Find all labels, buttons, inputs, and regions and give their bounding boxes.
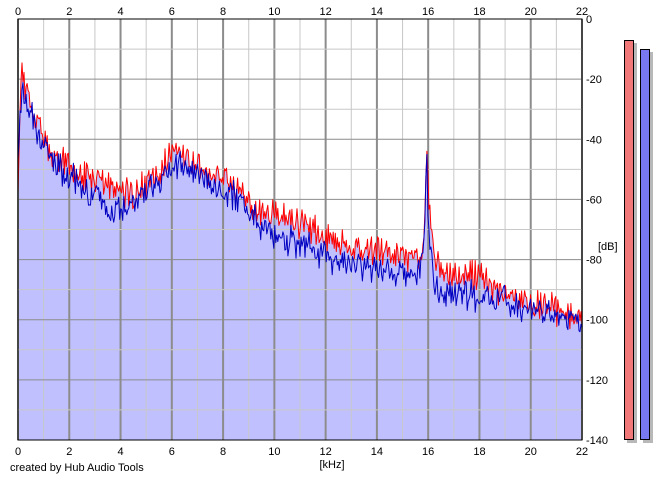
x-tick-label-top: 4	[117, 6, 123, 18]
x-tick-label-bottom: 0	[15, 446, 21, 458]
y-tick-label: -20	[586, 74, 602, 86]
x-tick-label-top: 8	[220, 6, 226, 18]
x-tick-label-bottom: 14	[371, 446, 383, 458]
y-tick-label: -60	[586, 194, 602, 206]
y-tick-label: -140	[586, 435, 608, 447]
x-tick-label-bottom: 10	[268, 446, 280, 458]
x-tick-label-top: 14	[371, 6, 383, 18]
x-tick-label-top: 0	[15, 6, 21, 18]
y-tick-label: -100	[586, 315, 608, 327]
x-tick-label-top: 20	[525, 6, 537, 18]
x-tick-label-top: 10	[268, 6, 280, 18]
x-tick-label-top: 18	[473, 6, 485, 18]
plot-border	[17, 18, 583, 441]
x-axis-label: [kHz]	[319, 459, 344, 471]
y-tick-label: -80	[586, 255, 602, 267]
y-tick-label: -40	[586, 134, 602, 146]
x-tick-label-bottom: 2	[66, 446, 72, 458]
y-tick-label: 0	[586, 14, 592, 26]
x-tick-label-bottom: 6	[169, 446, 175, 458]
x-tick-label-bottom: 22	[576, 446, 588, 458]
y-axis-label: [dB]	[598, 241, 618, 253]
x-tick-label-bottom: 4	[117, 446, 123, 458]
right-channel-trace	[17, 82, 583, 333]
right-channel-meter	[640, 49, 650, 440]
x-tick-label-top: 12	[320, 6, 332, 18]
y-tick-label: -120	[586, 375, 608, 387]
x-tick-label-bottom: 18	[473, 446, 485, 458]
x-tick-label-bottom: 12	[320, 446, 332, 458]
x-tick-label-bottom: 20	[525, 446, 537, 458]
x-tick-label-bottom: 8	[220, 446, 226, 458]
x-tick-label-top: 2	[66, 6, 72, 18]
x-tick-label-bottom: 16	[422, 446, 434, 458]
credit-text: created by Hub Audio Tools	[10, 462, 144, 474]
tick-labels: 002244668810101212141416161818202022220-…	[15, 6, 608, 458]
x-tick-label-top: 6	[169, 6, 175, 18]
left-channel-meter	[624, 40, 634, 440]
series-layer	[17, 62, 583, 333]
grid-layer	[17, 18, 583, 441]
x-tick-label-top: 16	[422, 6, 434, 18]
x-tick-label-top: 22	[576, 6, 588, 18]
plot-frame	[17, 18, 583, 441]
